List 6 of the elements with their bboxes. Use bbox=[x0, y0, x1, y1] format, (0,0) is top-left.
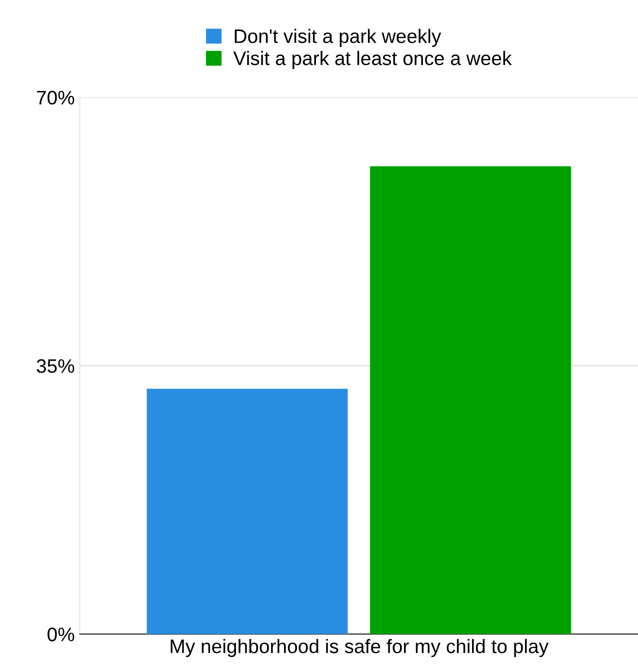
y-tick-label: 70% bbox=[36, 90, 74, 105]
x-tick-label: My neighborhood is safe for my child to play bbox=[170, 638, 549, 658]
legend-label: Don't visit a park weekly bbox=[234, 28, 442, 47]
y-tick-label: 0% bbox=[48, 628, 74, 642]
y-tick-label: 35% bbox=[36, 359, 74, 373]
legend-label: Visit a park at least once a week bbox=[233, 50, 512, 70]
